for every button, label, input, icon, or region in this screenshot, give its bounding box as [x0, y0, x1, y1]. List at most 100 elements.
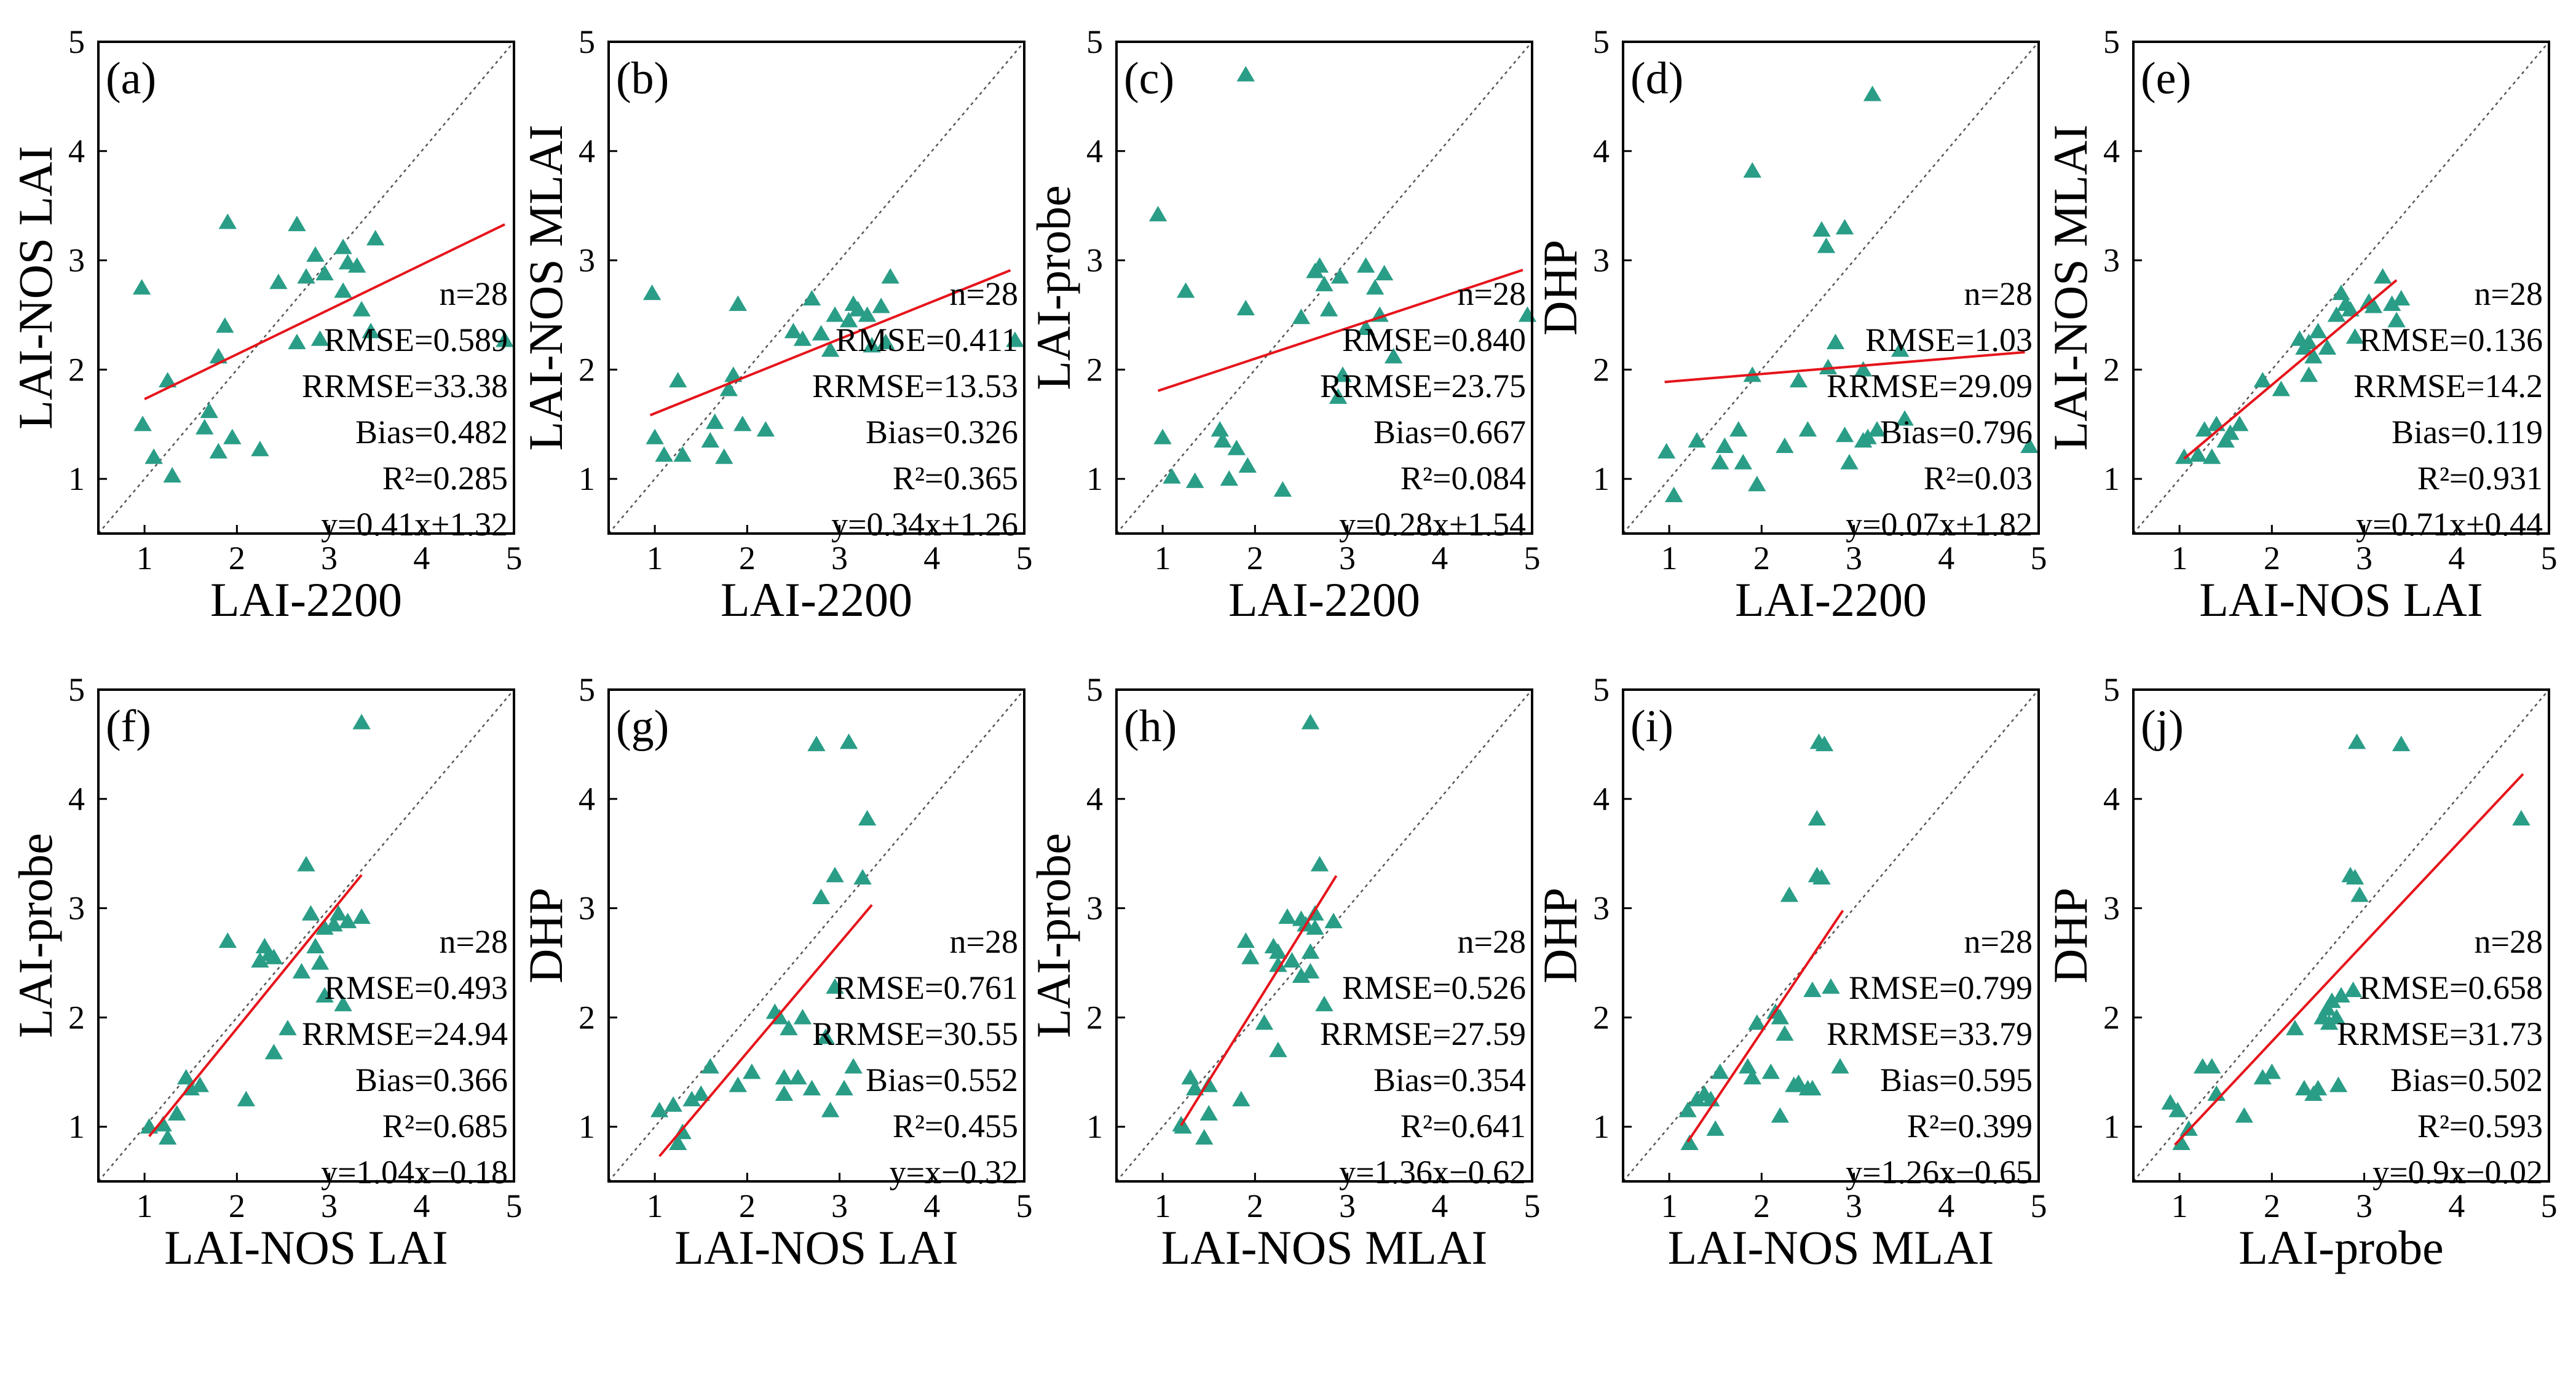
panel-e: 1 1 2 2 3 3 4 4 5 5 (e) n=28 RMSE=0.136 RRMSE=14.2 Bia… [2044, 23, 2558, 626]
stat-line: RMSE=0.840 [1342, 321, 1526, 358]
x-tick-label: 5 [1524, 540, 1541, 577]
data-point [279, 1020, 297, 1036]
x-tick-label: 3 [831, 1188, 848, 1224]
data-point [352, 301, 371, 317]
stat-line: n=28 [1458, 275, 1526, 312]
data-point [315, 987, 334, 1003]
data-point [362, 323, 380, 339]
data-point [1817, 237, 1836, 253]
stat-line: RRMSE=33.79 [1827, 1015, 2033, 1052]
data-point [2020, 437, 2039, 453]
data-point [2272, 380, 2291, 396]
data-point [1310, 856, 1329, 872]
one-to-one-line [98, 689, 515, 1182]
panel-label: (h) [1124, 701, 1177, 752]
stat-line: R²=0.365 [893, 460, 1018, 497]
stat-line: Bias=0.326 [866, 414, 1018, 451]
x-tick-label: 1 [1155, 1188, 1171, 1224]
panel-label: (c) [1124, 53, 1174, 104]
panel-h: 1 1 2 2 3 3 4 4 5 5 (h) n=28 RMSE=0.526 RRMSE=27.59 Bi… [1027, 671, 1541, 1274]
data-point [1333, 366, 1352, 382]
data-point [1330, 268, 1349, 284]
panel-i: 1 1 2 2 3 3 4 4 5 5 (i) n=28 RMSE=0.799 RRMSE=33.79 Bi… [1533, 671, 2047, 1274]
x-tick-label: 3 [321, 1188, 338, 1224]
regression-line [144, 223, 505, 401]
data-point [876, 333, 895, 350]
x-tick-label: 5 [506, 540, 523, 577]
data-point [1278, 908, 1297, 924]
y-tick-label: 2 [2103, 999, 2120, 1036]
data-point [1711, 454, 1729, 470]
stat-line: RRMSE=31.73 [2337, 1015, 2543, 1052]
stat-line: Bias=0.552 [866, 1062, 1018, 1098]
data-point [668, 1134, 687, 1150]
regression-line [148, 874, 363, 1138]
stat-line: R²=0.084 [1401, 460, 1526, 497]
y-tick-label: 5 [2103, 671, 2120, 708]
data-point [292, 963, 311, 979]
data-point [872, 297, 890, 313]
data-point [724, 366, 743, 382]
y-tick-label: 1 [579, 460, 595, 497]
data-point [1826, 333, 1845, 350]
data-point [2373, 268, 2392, 284]
y-tick-label: 3 [2103, 890, 2120, 927]
data-point [793, 330, 812, 346]
data-point [743, 1063, 761, 1079]
y-tick-label: 4 [579, 781, 595, 818]
stat-line: n=28 [1458, 923, 1526, 960]
regression-line [2183, 279, 2398, 460]
y-tick-label: 2 [1593, 999, 1610, 1036]
data-point [775, 1069, 794, 1085]
stat-line: Bias=0.502 [2390, 1062, 2543, 1098]
stat-line: R²=0.641 [1401, 1108, 1526, 1145]
y-axis-label: LAI-probe [1027, 833, 1080, 1038]
x-tick-label: 3 [831, 540, 848, 577]
panel-b: 1 1 2 2 3 3 4 4 5 5 (b) n=28 RMSE=0.411 RRMSE=13.53 Bi… [519, 23, 1033, 626]
y-axis-label: LAI-NOS LAI [9, 146, 62, 429]
data-point [812, 888, 831, 904]
data-point [2392, 290, 2411, 305]
x-tick-label: 4 [1431, 1188, 1448, 1224]
y-tick-label: 4 [2103, 133, 2120, 170]
stat-line: R²=0.285 [382, 460, 508, 497]
data-point [793, 1009, 812, 1025]
y-tick-label: 4 [68, 781, 85, 818]
stat-line: RMSE=0.658 [2359, 969, 2543, 1006]
data-point [1715, 437, 1734, 453]
data-point [2332, 284, 2350, 301]
data-point [2262, 1063, 2282, 1079]
data-point [1812, 221, 1831, 237]
data-point [2382, 295, 2401, 311]
panel-d: 1 1 2 2 3 3 4 4 5 5 (d) n=28 RMSE=1.03 RRMSE=29.09 Bia… [1533, 23, 2047, 626]
data-point [839, 312, 858, 328]
data-point [1780, 886, 1799, 902]
data-point [264, 948, 283, 964]
data-point [2323, 992, 2341, 1008]
stat-line: n=28 [440, 923, 508, 960]
data-point [1743, 162, 1762, 178]
data-point [853, 869, 872, 884]
panel-c: 1 1 2 2 3 3 4 4 5 5 (c) n=28 RMSE=0.840 RRMSE=23.75 Bi… [1027, 23, 1541, 626]
plot-frame [97, 41, 515, 535]
data-point [1664, 486, 1683, 502]
stat-line: RMSE=0.589 [324, 321, 508, 358]
y-tick-label: 1 [579, 1108, 595, 1145]
data-point [1163, 468, 1181, 484]
x-tick-label: 2 [229, 1188, 245, 1224]
data-point [807, 735, 826, 752]
data-point [668, 372, 687, 388]
data-point [1863, 85, 1882, 101]
data-point [301, 905, 320, 921]
stat-line: RRMSE=30.55 [812, 1015, 1018, 1052]
x-axis-label: LAI-2200 [721, 573, 912, 626]
stat-line: n=28 [950, 275, 1018, 312]
data-point [334, 996, 352, 1012]
y-tick-label: 5 [579, 671, 595, 708]
regression-line [649, 269, 1011, 417]
y-tick-label: 5 [2103, 23, 2120, 60]
x-tick-label: 1 [1661, 1188, 1678, 1224]
data-point [1891, 341, 1910, 357]
data-point [496, 331, 514, 347]
stat-line: RRMSE=14.2 [2353, 368, 2543, 404]
